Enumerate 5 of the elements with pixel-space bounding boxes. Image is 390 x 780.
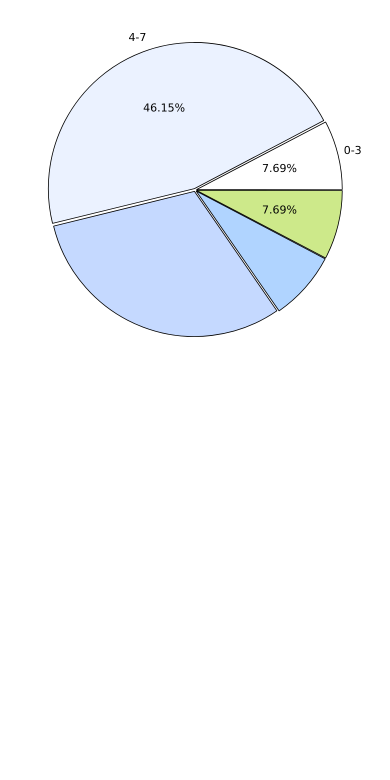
data-label: 7.69% xyxy=(262,204,297,217)
slice-label: 4-7 xyxy=(128,31,146,44)
data-label: 46.15% xyxy=(143,102,186,115)
data-label: 7.69% xyxy=(262,162,297,176)
slice-label: 0-3 xyxy=(344,144,362,157)
